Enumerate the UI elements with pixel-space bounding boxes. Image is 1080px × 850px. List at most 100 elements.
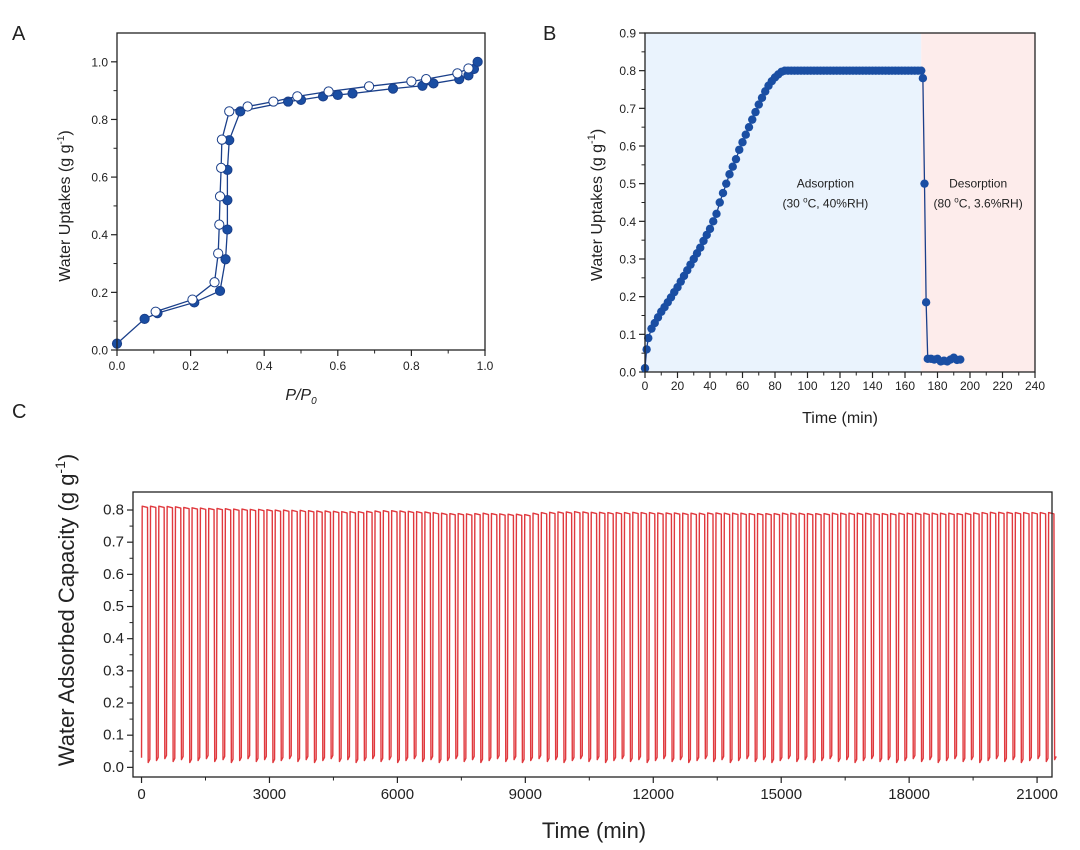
plot-frame (116, 32, 486, 351)
y-tick-label: 0.2 (103, 695, 124, 712)
x-tick-label: 0 (137, 786, 145, 803)
y-tick-label: 0.5 (103, 598, 124, 615)
adsorption-point (472, 56, 483, 67)
x-tick-label: 60 (736, 379, 750, 393)
x-tick-label: 80 (768, 379, 782, 393)
desorption-point (463, 63, 474, 74)
desorption-point (406, 76, 417, 87)
desorption-point (213, 248, 224, 259)
x-tick-label: 0.4 (256, 359, 273, 373)
x-tick-label: 240 (1025, 379, 1045, 393)
x-tick-label: 140 (862, 379, 882, 393)
y-tick-label: 0.3 (619, 253, 636, 267)
x-tick-label: 120 (830, 379, 850, 393)
uptake-point (956, 355, 965, 364)
x-tick-label: 0.0 (109, 359, 126, 373)
y-tick-label: 0.1 (103, 727, 124, 744)
uptake-point (748, 115, 757, 124)
x-tick-label: 6000 (381, 786, 414, 803)
y-tick-label: 0.6 (103, 566, 124, 583)
x-tick-label: 200 (960, 379, 980, 393)
desorption-line (155, 67, 469, 313)
uptake-point (921, 298, 931, 307)
chart-b-kinetics: 0 20 40 60 80 100 120 140 160 180 200 220 240 0.0 0.1 0… (619, 27, 1045, 394)
chart-b-xlabel: Time (min) (802, 410, 878, 427)
plot-frame (644, 32, 1036, 373)
cycle-line (140, 505, 1057, 764)
x-tick-label: 12000 (632, 786, 674, 803)
desorption-point (214, 191, 226, 202)
uptake-point (712, 209, 721, 218)
adsorption-point (387, 83, 399, 94)
adsorption-point (347, 88, 358, 99)
desorption-point (214, 219, 225, 230)
desorption-point (323, 86, 334, 97)
uptake-point (725, 170, 734, 179)
y-tick-label: 0.3 (103, 662, 124, 679)
uptake-point (715, 198, 724, 207)
phase-annotation-conditions: (80 oC, 3.6%RH) (934, 195, 1023, 210)
x-tick-label: 18000 (888, 786, 930, 803)
x-tick-label: 15000 (760, 786, 802, 803)
y-tick-label: 0.2 (619, 290, 636, 304)
uptake-point (918, 74, 928, 83)
uptake-point (696, 243, 705, 252)
uptake-point (705, 224, 715, 234)
x-tick-label: 100 (797, 379, 817, 393)
panel-label-a: A (12, 23, 26, 45)
chart-a-isotherm: 0.0 0.2 0.4 0.6 0.8 1.0 0.0 0.2 0.4 0.6 0.8 1.0 (91, 32, 494, 373)
x-tick-label: 3000 (253, 786, 286, 803)
desorption-point (268, 96, 279, 107)
chart-c-ylabel: Water Adsorbed Capacity (g g-1) (52, 454, 79, 766)
uptake-point (709, 217, 718, 226)
y-tick-label: 1.0 (91, 55, 108, 69)
adsorption-point (332, 89, 343, 101)
plot-frame (132, 491, 1053, 778)
desorption-point (224, 106, 235, 117)
phase-annotation-conditions: (30 oC, 40%RH) (782, 195, 868, 210)
chart-c-xlabel: Time (min) (542, 818, 646, 843)
x-tick-label: 1.0 (477, 359, 494, 373)
y-tick-label: 0.1 (619, 328, 636, 342)
x-tick-label: 0.2 (182, 359, 199, 373)
desorption-point (292, 91, 303, 102)
x-tick-label: 20 (671, 379, 685, 393)
adsorption-point (214, 285, 226, 297)
x-tick-label: 0.8 (403, 359, 420, 373)
x-tick-label: 0 (642, 379, 649, 393)
y-tick-label: 0.4 (103, 630, 124, 647)
uptake-point (917, 66, 926, 75)
x-tick-label: 21000 (1016, 786, 1058, 803)
adsorption-point (139, 313, 150, 324)
y-tick-label: 0.8 (91, 113, 108, 127)
desorption-point (452, 68, 463, 79)
desorption-point (187, 294, 198, 305)
y-tick-label: 0.0 (103, 759, 124, 776)
y-tick-label: 0.8 (619, 64, 636, 78)
x-tick-label: 9000 (509, 786, 542, 803)
chart-c-cycling: 0 3000 6000 9000 12000 15000 18000 21000 0.0 0.1 0… (103, 491, 1058, 803)
x-tick-label: 0.6 (329, 359, 346, 373)
uptake-point (738, 138, 747, 147)
y-tick-label: 0.4 (619, 215, 636, 229)
desorption-point (209, 277, 220, 288)
adsorption-point (428, 78, 439, 89)
x-tick-label: 40 (703, 379, 717, 393)
y-tick-label: 0.2 (91, 286, 108, 300)
adsorption-point (222, 224, 233, 235)
phase-annotation-title: Desorption (949, 176, 1007, 190)
y-tick-label: 0.8 (103, 502, 124, 519)
chart-a-xlabel: P/P0 (285, 387, 317, 407)
adsorption-region (645, 33, 922, 372)
uptake-point (744, 122, 754, 132)
y-tick-label: 0.7 (103, 534, 124, 551)
uptake-point (644, 333, 653, 343)
y-tick-label: 0.6 (91, 171, 108, 185)
desorption-point (216, 134, 227, 145)
uptake-point (718, 188, 728, 198)
desorption-point (216, 162, 227, 173)
y-tick-label: 0.0 (619, 366, 636, 380)
chart-a-ylabel: Water Uptakes (g g-1) (56, 130, 74, 281)
adsorption-line (116, 61, 479, 345)
